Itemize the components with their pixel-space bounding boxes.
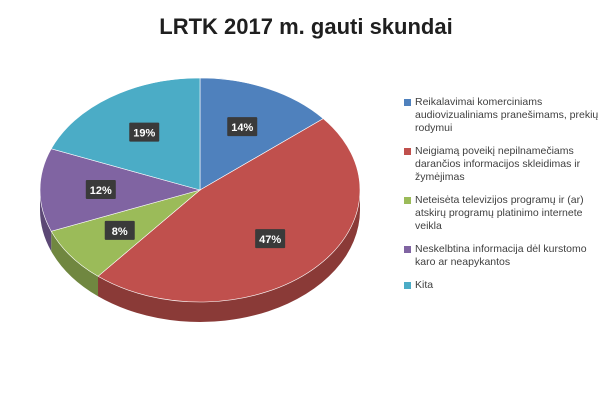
data-label-text-2: 8% (112, 226, 128, 238)
legend-item-3: Neskelbtina informacija dėl kurstomo kar… (404, 243, 604, 269)
data-label-box-0 (227, 117, 258, 137)
legend-swatch-1 (404, 148, 411, 155)
legend-label-0: Reikalavimai komerciniams audiovizualini… (415, 96, 599, 134)
legend-item-4: Kita (404, 279, 604, 292)
data-label-text-4: 19% (133, 128, 155, 140)
data-label-3: 12% (85, 180, 116, 199)
chart-title: LRTK 2017 m. gauti skundai (159, 14, 453, 39)
legend-item-1: Neigiamą poveikį nepilnamečiams darančio… (404, 145, 604, 184)
data-label-box-1 (255, 229, 286, 249)
legend-item-2: Neteisėta televizijos programų ir (ar) a… (404, 194, 604, 233)
legend-swatch-3 (404, 246, 411, 253)
data-label-1: 47% (255, 229, 286, 249)
pie-side-2 (51, 231, 99, 297)
legend-swatch-0 (404, 99, 411, 106)
data-label-4: 19% (129, 122, 160, 142)
pie-sides (40, 190, 361, 322)
pie-slice-4 (50, 77, 201, 191)
pie-side-3 (40, 190, 52, 252)
legend-swatch-4 (404, 282, 411, 289)
data-label-box-3 (85, 180, 116, 199)
legend-label-3: Neskelbtina informacija dėl kurstomo kar… (415, 243, 587, 268)
pie-slice-1 (97, 118, 361, 303)
legend-label-4: Kita (415, 279, 434, 291)
legend-label-2: Neteisėta televizijos programų ir (ar) a… (415, 194, 584, 232)
data-label-2: 8% (104, 220, 135, 240)
pie-slice-0 (199, 77, 324, 191)
data-label-text-1: 47% (259, 234, 281, 246)
pie-chart: 14% 47% 8% 12% 19% (39, 77, 361, 322)
legend-label-1: Neigiamą poveikį nepilnamečiams darančio… (415, 145, 581, 183)
legend: Reikalavimai komerciniams audiovizualini… (404, 96, 604, 302)
legend-item-0: Reikalavimai komerciniams audiovizualini… (404, 96, 604, 135)
data-label-box-2 (104, 220, 135, 240)
data-label-text-3: 12% (90, 185, 112, 197)
data-label-0: 14% (227, 117, 258, 137)
pie-side-1 (98, 190, 361, 322)
legend-swatch-2 (404, 197, 411, 204)
data-label-text-0: 14% (231, 122, 253, 134)
pie-slice-3 (39, 148, 202, 232)
data-label-box-4 (129, 122, 160, 142)
